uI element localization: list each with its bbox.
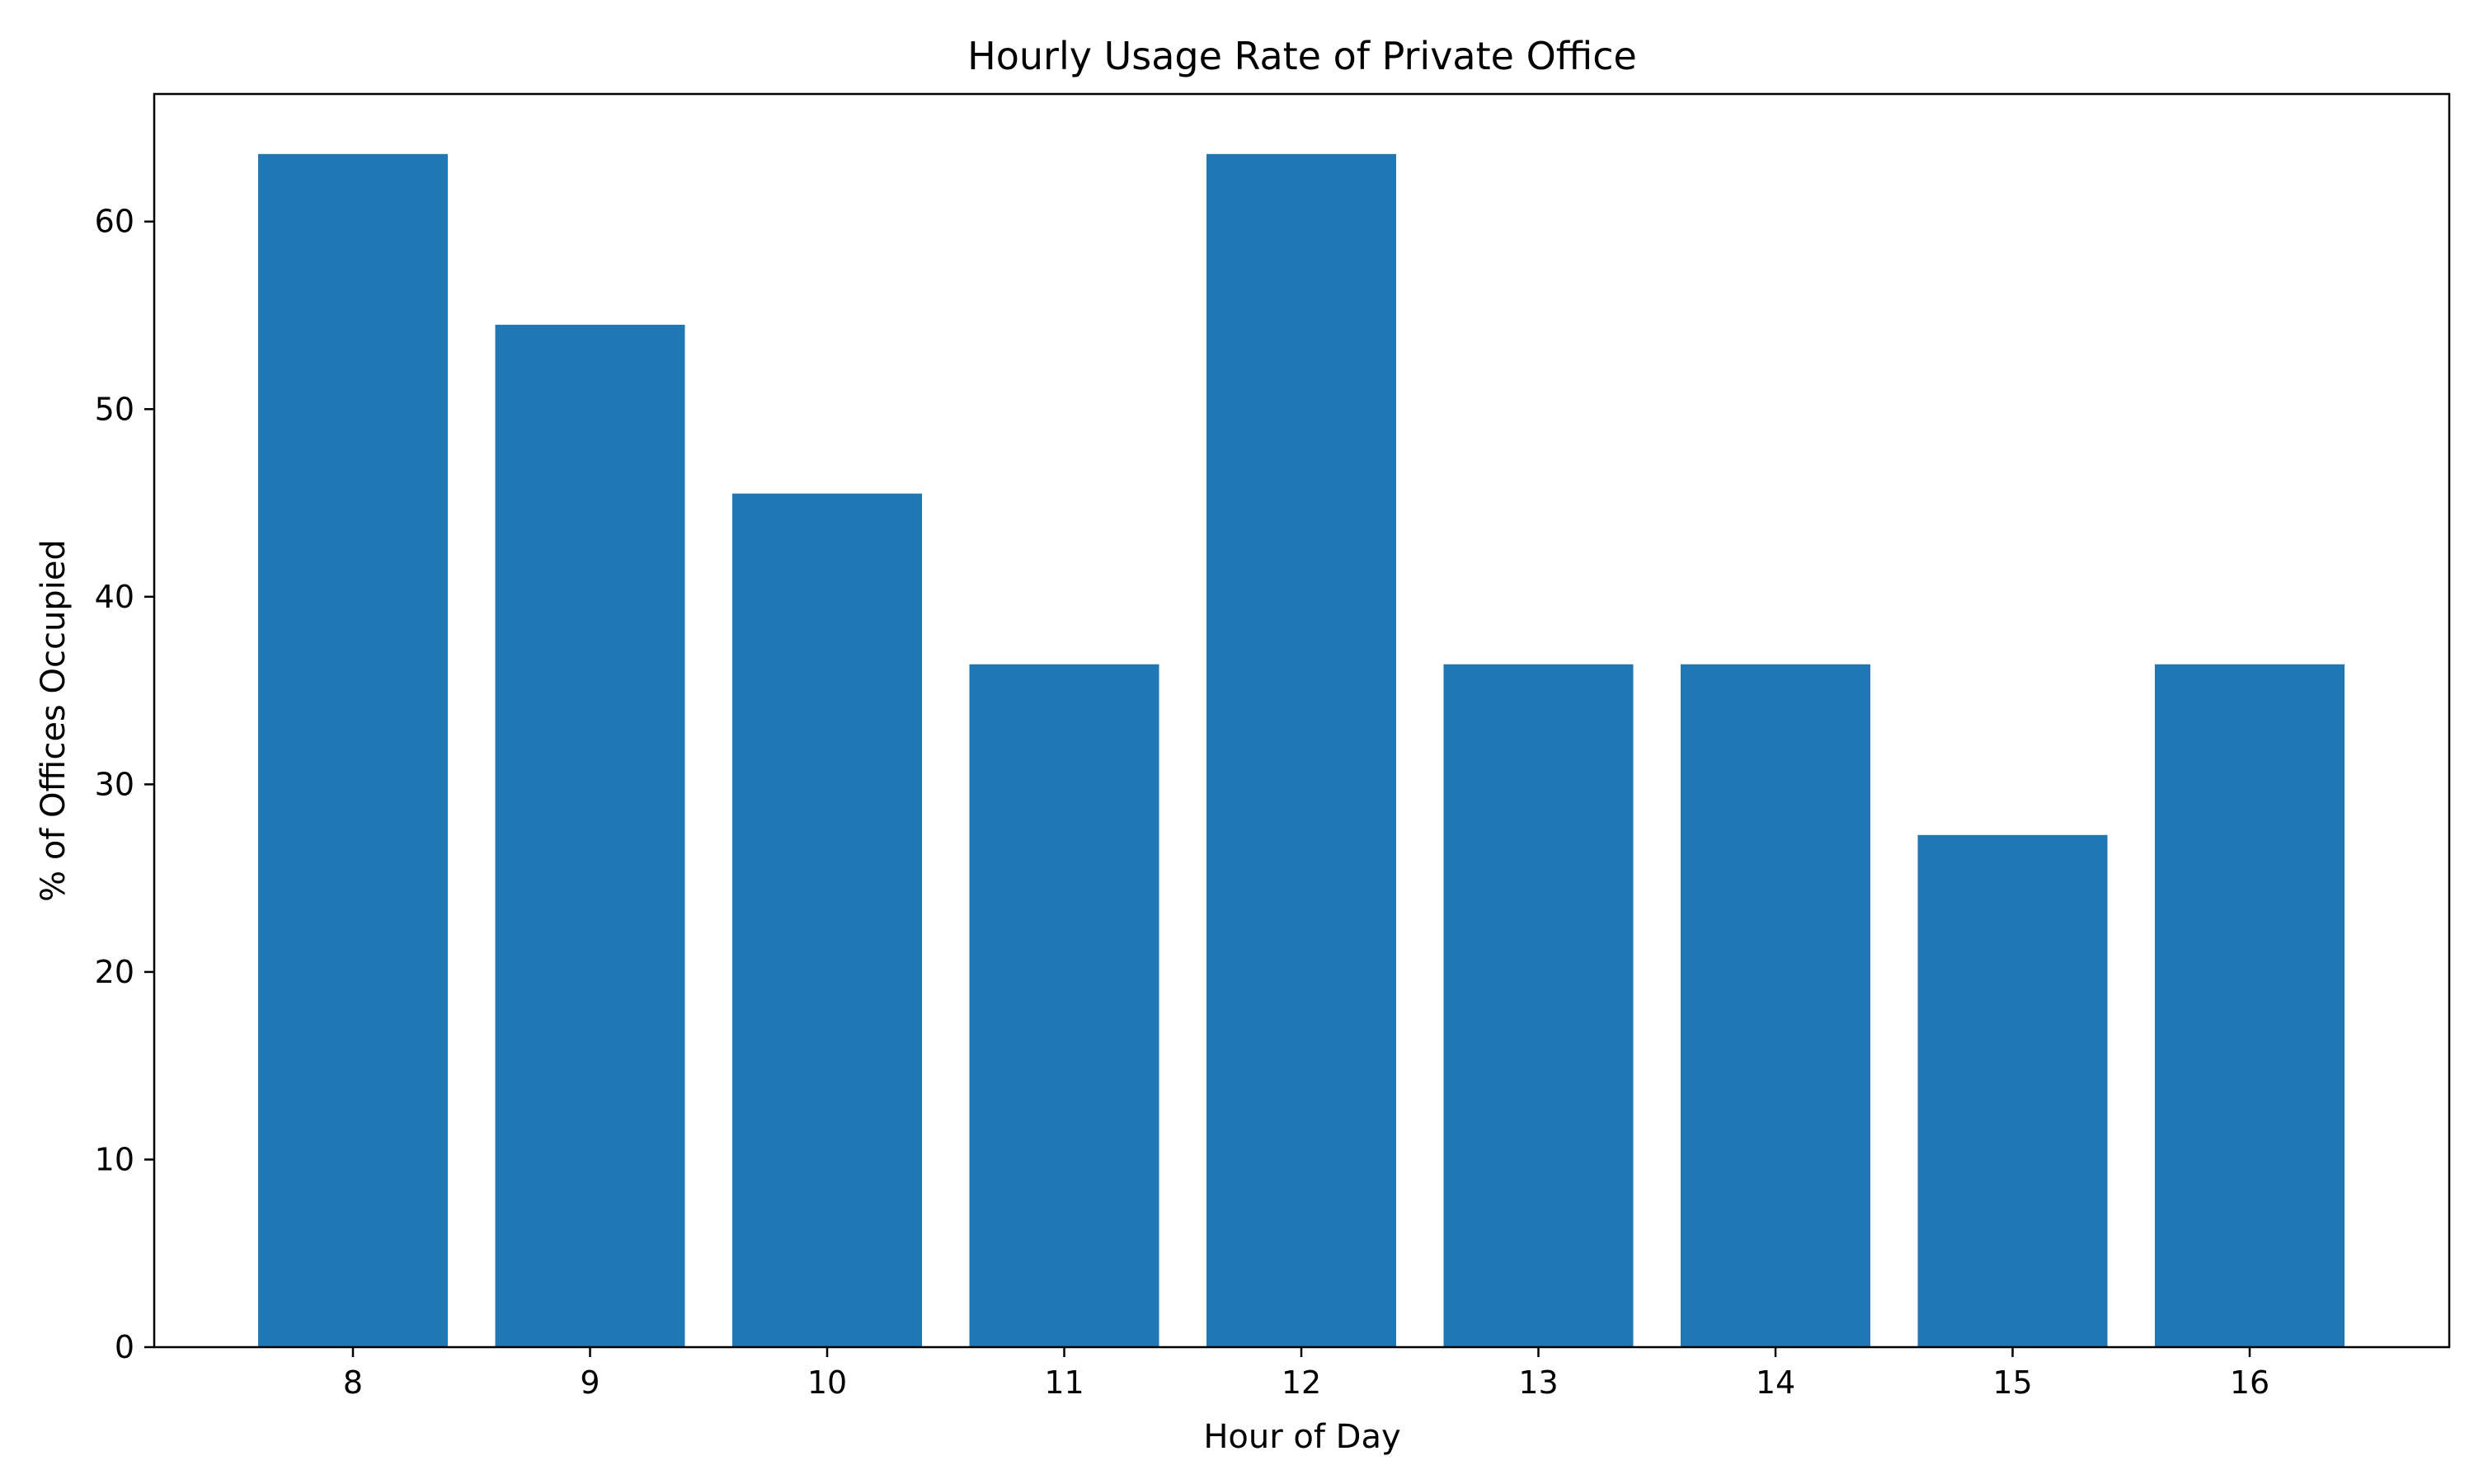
x-axis-label: Hour of Day — [1203, 1418, 1400, 1456]
chart-title: Hourly Usage Rate of Private Office — [967, 34, 1637, 78]
y-tick-label: 60 — [95, 204, 134, 240]
x-tick-label: 9 — [580, 1364, 600, 1401]
x-tick-label: 13 — [1518, 1364, 1558, 1401]
bar-hour-11 — [969, 664, 1159, 1347]
x-tick-label: 8 — [343, 1364, 363, 1401]
y-tick-label: 0 — [115, 1329, 134, 1365]
bar-hour-14 — [1681, 664, 1870, 1347]
y-tick-label: 20 — [95, 954, 134, 990]
bar-hour-15 — [1917, 834, 2108, 1347]
x-axis: 8 9 10 11 12 13 14 15 16 — [343, 1347, 2269, 1401]
y-tick-label: 10 — [95, 1141, 134, 1177]
x-tick-label: 15 — [1992, 1364, 2032, 1401]
bar-hour-9 — [495, 324, 685, 1347]
x-tick-label: 11 — [1044, 1364, 1084, 1401]
y-tick-label: 40 — [95, 579, 134, 615]
y-axis: 0 10 20 30 40 50 60 — [95, 204, 154, 1365]
x-tick-label: 16 — [2230, 1364, 2269, 1401]
y-tick-label: 30 — [95, 766, 134, 802]
bar-hour-12 — [1206, 153, 1396, 1348]
x-tick-label: 12 — [1282, 1364, 1321, 1401]
bar-hour-8 — [258, 153, 448, 1348]
bar-hour-10 — [732, 493, 922, 1347]
bar-hour-13 — [1443, 664, 1634, 1347]
bars-group — [258, 153, 2345, 1348]
y-tick-label: 50 — [95, 391, 134, 427]
bar-hour-16 — [2155, 664, 2345, 1347]
x-tick-label: 14 — [1756, 1364, 1795, 1401]
y-axis-label: % of Offices Occupied — [35, 539, 73, 902]
x-tick-label: 10 — [807, 1364, 847, 1401]
